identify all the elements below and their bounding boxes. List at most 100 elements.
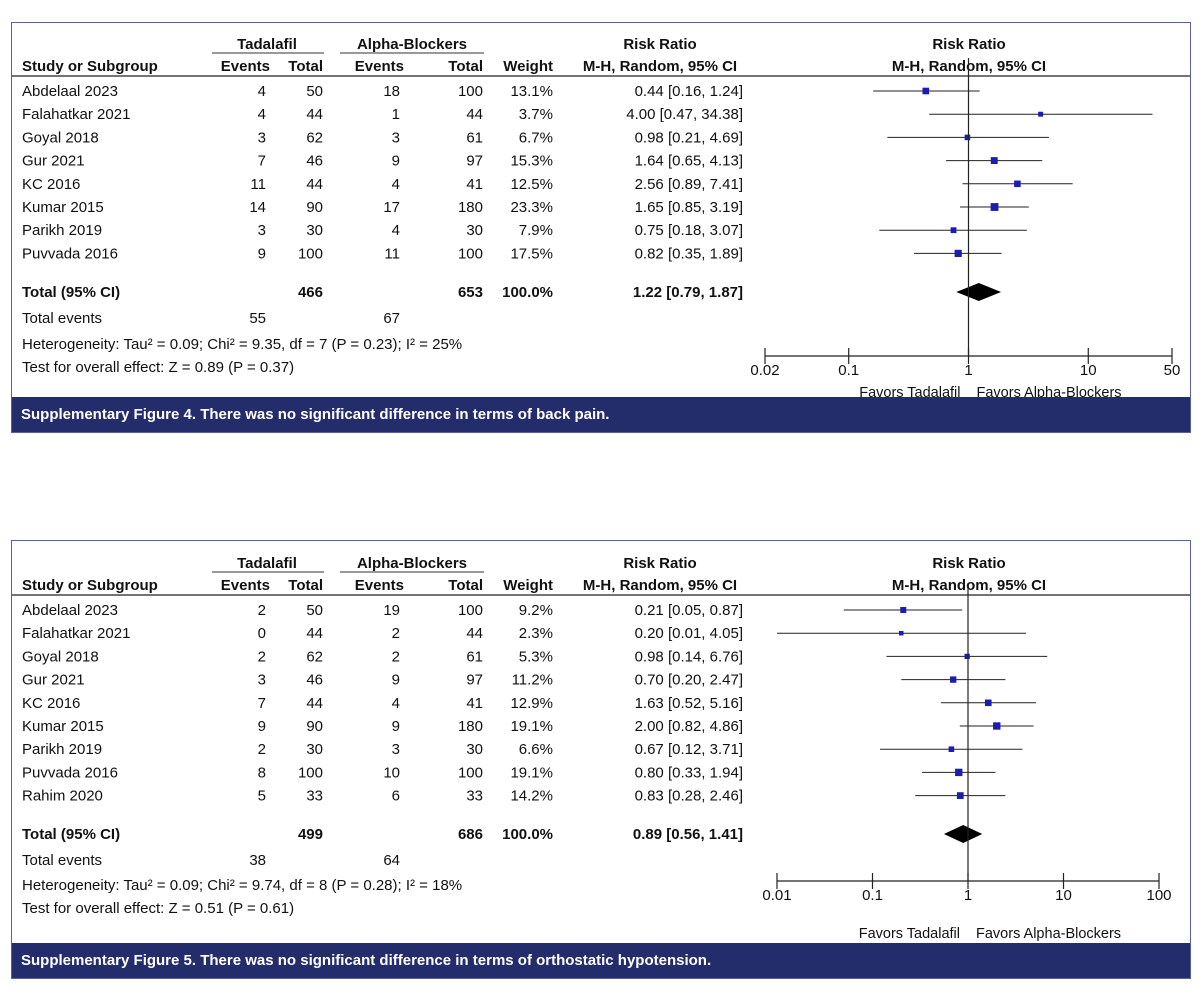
- favors-left-label: Favors Tadalafil: [859, 385, 960, 397]
- study-name: Kumar 2015: [22, 199, 104, 216]
- risk-ratio-ci-cell: 0.75 [0.18, 3.07]: [635, 222, 743, 239]
- total1-header: Total: [288, 577, 323, 594]
- total2-value: 653: [458, 284, 483, 301]
- total-events-label: Total events: [22, 310, 102, 327]
- favors-right-label: Favors Alpha-Blockers: [976, 926, 1121, 942]
- x-tick-label: 0.02: [750, 362, 779, 379]
- risk-ratio-ci-cell: 0.98 [0.14, 6.76]: [635, 648, 743, 665]
- weight-cell: 17.5%: [510, 245, 553, 262]
- point-estimate-marker: [955, 768, 963, 777]
- plot-risk-ratio-header: Risk Ratio: [932, 36, 1005, 53]
- point-estimate-marker: [956, 792, 964, 799]
- risk-ratio-ci-cell: 0.21 [0.05, 0.87]: [635, 602, 743, 619]
- total1-cell: 100: [298, 764, 323, 781]
- weight-cell: 14.2%: [510, 788, 553, 805]
- point-estimate-marker: [954, 249, 962, 257]
- x-tick-label: 100: [1146, 887, 1171, 904]
- total2-cell: 97: [466, 153, 483, 170]
- study-name: Puvvada 2016: [22, 764, 118, 781]
- total-label: Total (95% CI): [22, 826, 120, 843]
- events1-cell: 0: [258, 625, 266, 642]
- events1-cell: 3: [258, 222, 266, 239]
- risk-ratio-ci-cell: 0.80 [0.33, 1.94]: [635, 764, 743, 781]
- total1-cell: 44: [306, 106, 323, 123]
- total-events1: 55: [249, 310, 266, 327]
- events2-cell: 6: [392, 788, 400, 805]
- study-name: Gur 2021: [22, 672, 85, 689]
- point-estimate-marker: [984, 699, 992, 707]
- risk-ratio-ci-cell: 1.64 [0.65, 4.13]: [635, 153, 743, 170]
- total2-cell: 30: [466, 222, 483, 239]
- events2-cell: 11: [384, 245, 400, 262]
- weight-header: Weight: [503, 58, 553, 75]
- total2-cell: 30: [466, 741, 483, 758]
- risk-ratio-ci-cell: 2.00 [0.82, 4.86]: [635, 718, 743, 735]
- favors-right-label: Favors Alpha-Blockers: [977, 385, 1122, 397]
- events1-cell: 3: [258, 129, 266, 146]
- events2-cell: 10: [383, 764, 400, 781]
- total1-cell: 46: [306, 153, 323, 170]
- study-name: Parikh 2019: [22, 741, 102, 758]
- weight-cell: 15.3%: [510, 153, 553, 170]
- events2-header: Events: [355, 577, 404, 594]
- plot-risk-ratio-header: Risk Ratio: [932, 555, 1005, 572]
- weight-cell: 6.6%: [519, 741, 553, 758]
- risk-ratio-header: Risk Ratio: [623, 36, 696, 53]
- study-name: Falahatkar 2021: [22, 625, 130, 642]
- point-estimate-marker: [948, 746, 955, 752]
- x-tick-label: 0.1: [862, 887, 883, 904]
- total-risk-ratio-ci: 1.22 [0.79, 1.87]: [633, 284, 743, 301]
- weight-cell: 7.9%: [519, 222, 553, 239]
- point-estimate-marker: [964, 653, 970, 660]
- events1-cell: 14: [249, 199, 266, 216]
- weight-header: Weight: [503, 577, 553, 594]
- weight-cell: 12.9%: [510, 695, 553, 712]
- group2-header: Alpha-Blockers: [357, 555, 467, 572]
- total1-cell: 44: [306, 695, 323, 712]
- total1-value: 499: [298, 826, 323, 843]
- events1-cell: 2: [258, 648, 266, 665]
- heterogeneity-text: Heterogeneity: Tau² = 0.09; Chi² = 9.74,…: [22, 877, 462, 894]
- weight-cell: 13.1%: [510, 83, 553, 100]
- point-estimate-marker: [950, 676, 957, 683]
- study-name: Gur 2021: [22, 153, 85, 170]
- total-events-label: Total events: [22, 852, 102, 869]
- weight-cell: 23.3%: [510, 199, 553, 216]
- total1-cell: 62: [306, 648, 323, 665]
- figure-caption: Supplementary Figure 5. There was no sig…: [12, 943, 1190, 978]
- events2-header: Events: [355, 58, 404, 75]
- heterogeneity-text: Heterogeneity: Tau² = 0.09; Chi² = 9.35,…: [22, 336, 462, 353]
- total1-header: Total: [288, 58, 323, 75]
- group1-header: Tadalafil: [237, 555, 297, 572]
- risk-ratio-ci-cell: 4.00 [0.47, 34.38]: [626, 106, 743, 123]
- total2-cell: 180: [458, 199, 483, 216]
- total2-cell: 100: [458, 764, 483, 781]
- events1-cell: 4: [258, 106, 266, 123]
- total-events2: 67: [383, 310, 400, 327]
- events2-cell: 2: [392, 648, 400, 665]
- x-tick-label: 0.01: [762, 887, 791, 904]
- x-tick-label: 1: [964, 887, 972, 904]
- events1-cell: 8: [258, 764, 266, 781]
- events1-cell: 5: [258, 788, 266, 805]
- total1-cell: 44: [306, 176, 323, 193]
- study-name: Abdelaal 2023: [22, 602, 118, 619]
- total2-header: Total: [448, 577, 483, 594]
- study-column-header: Study or Subgroup: [22, 58, 158, 75]
- events2-cell: 4: [392, 222, 400, 239]
- x-tick-label: 10: [1080, 362, 1097, 379]
- forest-plot-panel-back-pain: Tadalafil Alpha-Blockers Risk Ratio Risk Ra…: [11, 22, 1191, 433]
- total2-cell: 100: [458, 83, 483, 100]
- study-column-header: Study or Subgroup: [22, 577, 158, 594]
- events1-cell: 2: [258, 602, 266, 619]
- weight-cell: 6.7%: [519, 129, 553, 146]
- events1-header: Events: [221, 577, 270, 594]
- total1-value: 466: [298, 284, 323, 301]
- total2-cell: 41: [466, 176, 483, 193]
- events2-cell: 19: [383, 602, 400, 619]
- weight-cell: 11.2%: [512, 672, 553, 689]
- point-estimate-marker: [1038, 111, 1044, 117]
- x-tick-label: 10: [1055, 887, 1072, 904]
- risk-ratio-ci-cell: 0.67 [0.12, 3.71]: [635, 741, 743, 758]
- events2-cell: 4: [392, 695, 400, 712]
